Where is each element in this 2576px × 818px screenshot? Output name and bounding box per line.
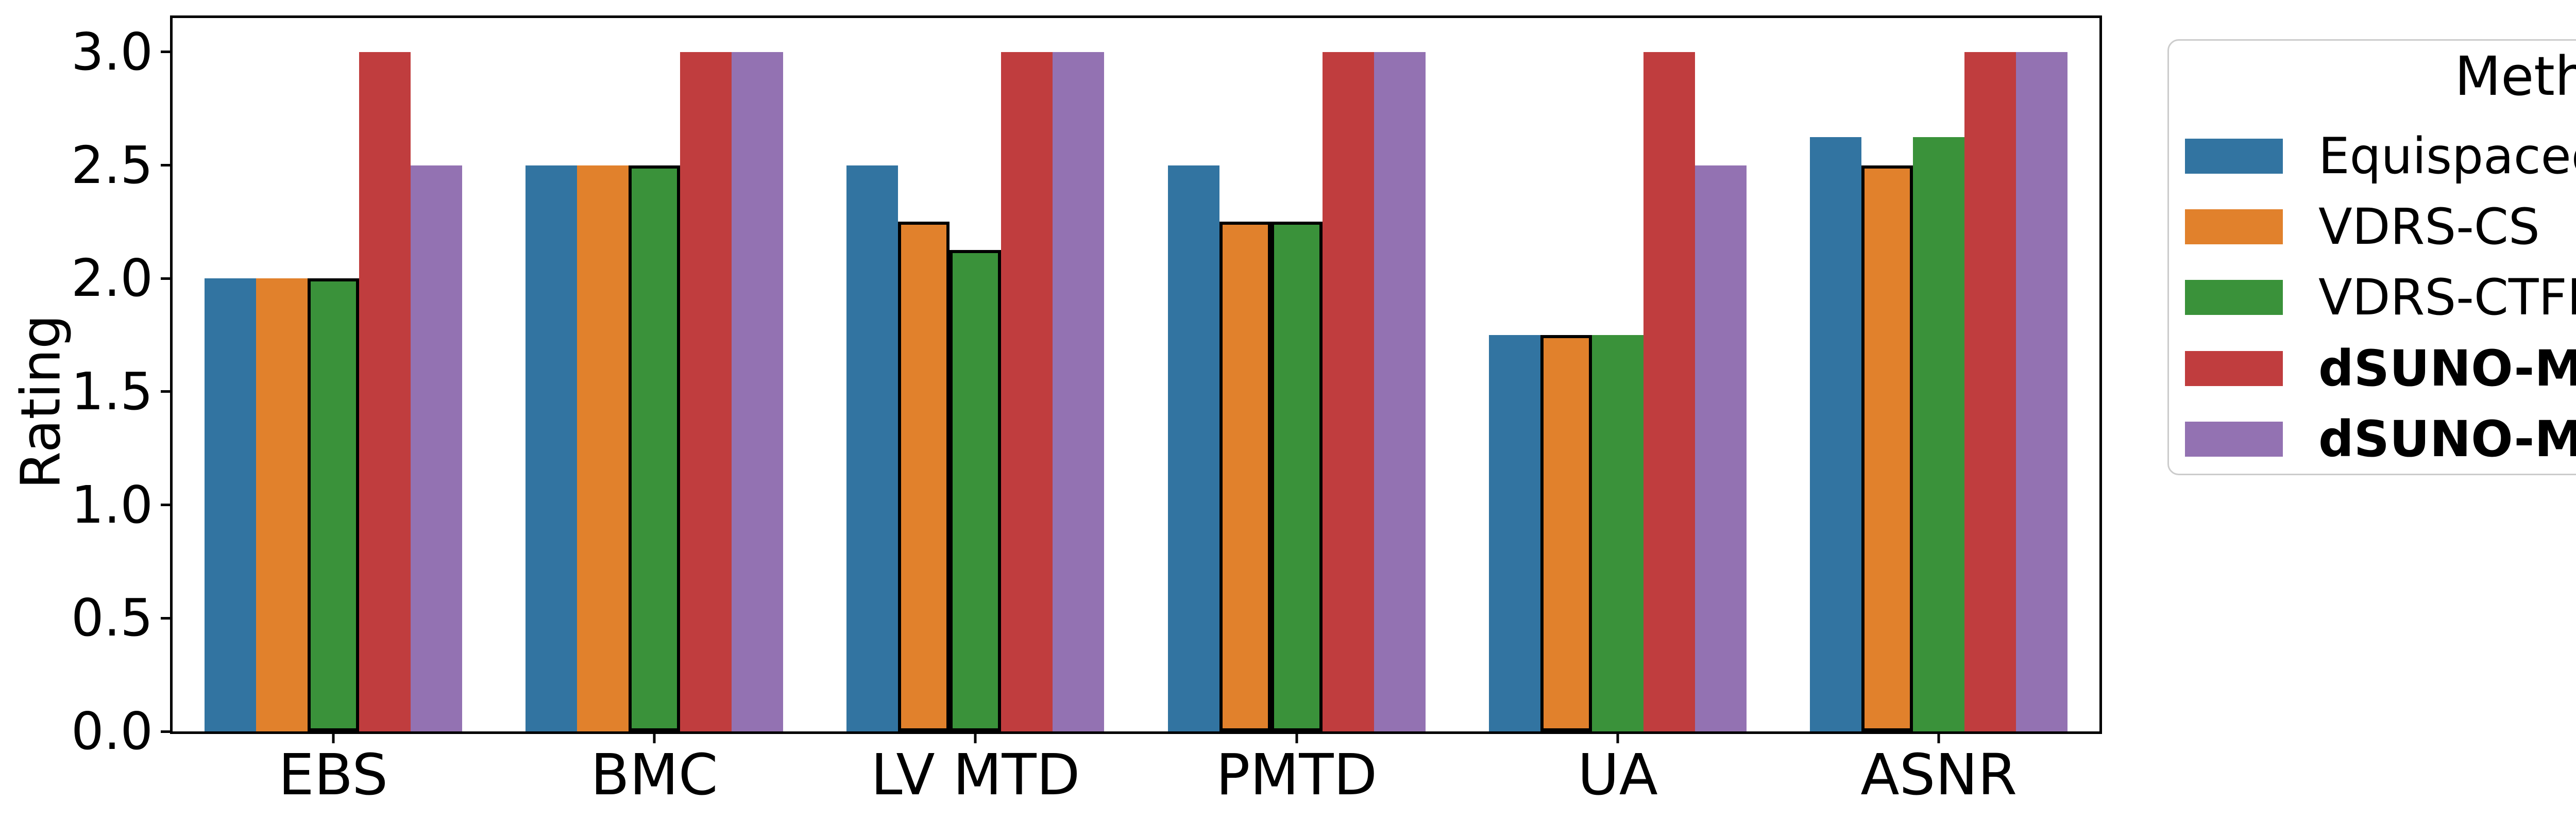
x-tick-mark	[1937, 734, 1940, 743]
bar-VDRS-CTFNet-PMTD	[1270, 222, 1323, 731]
x-tick-label-EBS: EBS	[278, 742, 388, 808]
y-tick-mark	[161, 390, 170, 393]
y-tick-mark	[161, 616, 170, 620]
bar-VDRS-CS-BMC	[577, 165, 629, 731]
y-tick-label: 2.5	[71, 135, 153, 195]
y-tick-label: 0.0	[71, 701, 153, 761]
legend-label: dSUNO-MostNet (Ours)	[2318, 410, 2576, 468]
legend-swatch-VDRS-CS	[2185, 209, 2283, 244]
legend: Method Equispaced-SENSE VDRS-CS VDRS-CTFNe…	[2167, 39, 2576, 475]
bar-VDRS-CS-PMTD	[1219, 222, 1271, 731]
legend-label: VDRS-CS	[2318, 198, 2540, 256]
bar-Equispaced-SENSE-EBS	[204, 278, 256, 731]
legend-item-dSUNO-MoDL (Ours): dSUNO-MoDL (Ours)	[2169, 333, 2576, 404]
x-tick-label-BMC: BMC	[590, 742, 718, 808]
x-tick-label-LV MTD: LV MTD	[871, 742, 1080, 808]
plot-area	[170, 15, 2102, 734]
bar-VDRS-CS-LV MTD	[898, 222, 950, 731]
legend-label: dSUNO-MoDL (Ours)	[2318, 340, 2576, 397]
legend-item-dSUNO-MostNet (Ours): dSUNO-MostNet (Ours)	[2169, 404, 2576, 475]
y-tick-mark	[161, 504, 170, 507]
legend-swatch-Equispaced-SENSE	[2185, 139, 2283, 174]
y-tick-mark	[161, 51, 170, 54]
bar-Equispaced-SENSE-LV MTD	[846, 165, 899, 731]
bar-dSUNO-MoDL (Ours)-UA	[1643, 52, 1695, 731]
bar-VDRS-CS-ASNR	[1861, 165, 1913, 731]
bar-Equispaced-SENSE-BMC	[526, 165, 577, 731]
legend-title: Method	[2454, 44, 2576, 108]
x-tick-label-ASNR: ASNR	[1860, 742, 2018, 808]
bar-VDRS-CTFNet-BMC	[629, 165, 680, 731]
bar-dSUNO-MoDL (Ours)-EBS	[359, 52, 411, 731]
bar-dSUNO-MostNet (Ours)-ASNR	[2016, 52, 2068, 731]
x-tick-label-UA: UA	[1578, 742, 1658, 808]
bar-VDRS-CTFNet-ASNR	[1913, 137, 1965, 731]
y-tick-mark	[161, 277, 170, 280]
legend-swatch-dSUNO-MoDL (Ours)	[2185, 351, 2283, 386]
bar-Equispaced-SENSE-PMTD	[1167, 165, 1219, 731]
x-tick-mark	[332, 734, 335, 743]
x-tick-label-PMTD: PMTD	[1216, 742, 1378, 808]
legend-label: Equispaced-SENSE	[2318, 127, 2576, 185]
x-tick-mark	[1295, 734, 1298, 743]
bar-dSUNO-MostNet (Ours)-UA	[1695, 165, 1747, 731]
bar-dSUNO-MoDL (Ours)-LV MTD	[1001, 52, 1053, 731]
bar-VDRS-CS-UA	[1540, 335, 1592, 731]
bar-VDRS-CTFNet-EBS	[307, 278, 359, 731]
legend-item-VDRS-CS: VDRS-CS	[2169, 192, 2576, 262]
bar-VDRS-CTFNet-UA	[1592, 335, 1643, 731]
y-tick-label: 1.0	[71, 474, 153, 535]
bar-dSUNO-MostNet (Ours)-EBS	[410, 165, 462, 731]
legend-swatch-VDRS-CTFNet	[2185, 280, 2283, 315]
bar-Equispaced-SENSE-UA	[1489, 335, 1540, 731]
y-tick-label: 0.5	[71, 588, 153, 648]
y-tick-label: 3.0	[71, 21, 153, 82]
y-tick-mark	[161, 730, 170, 733]
bar-dSUNO-MostNet (Ours)-LV MTD	[1053, 52, 1105, 731]
x-tick-mark	[653, 734, 656, 743]
bar-dSUNO-MostNet (Ours)-BMC	[732, 52, 783, 731]
bar-dSUNO-MoDL (Ours)-PMTD	[1322, 52, 1374, 731]
bar-dSUNO-MoDL (Ours)-BMC	[680, 52, 732, 731]
legend-label: VDRS-CTFNet	[2318, 269, 2576, 326]
legend-item-Equispaced-SENSE: Equispaced-SENSE	[2169, 121, 2576, 192]
bar-dSUNO-MoDL (Ours)-ASNR	[1964, 52, 2016, 731]
bar-Equispaced-SENSE-ASNR	[1810, 137, 1862, 731]
bar-VDRS-CS-EBS	[256, 278, 308, 731]
x-tick-mark	[1616, 734, 1619, 743]
legend-item-VDRS-CTFNet: VDRS-CTFNet	[2169, 262, 2576, 333]
bar-VDRS-CTFNet-LV MTD	[950, 250, 1002, 731]
bar-dSUNO-MostNet (Ours)-PMTD	[1374, 52, 1426, 731]
y-tick-label: 1.5	[71, 361, 153, 422]
y-tick-mark	[161, 164, 170, 167]
y-tick-label: 2.0	[71, 248, 153, 309]
legend-swatch-dSUNO-MostNet (Ours)	[2185, 422, 2283, 457]
x-tick-mark	[974, 734, 977, 743]
